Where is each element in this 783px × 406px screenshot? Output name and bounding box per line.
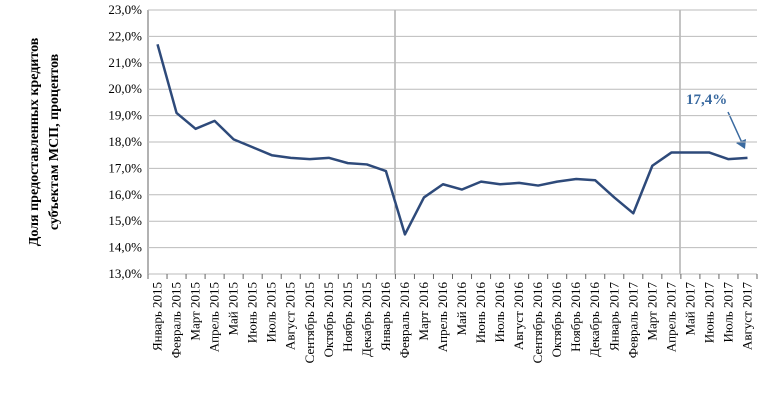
y-tick-label: 23,0% <box>108 2 142 17</box>
x-tick-label: Июль 2017 <box>720 282 735 343</box>
x-tick-label: Апрель 2016 <box>435 282 450 353</box>
x-tick-label: Сентябрь 2016 <box>530 282 545 364</box>
y-tick-label: 21,0% <box>108 55 142 70</box>
y-tick-label: 20,0% <box>108 81 142 96</box>
y-tick-label: 17,0% <box>108 160 142 175</box>
y-tick-label: 16,0% <box>108 187 142 202</box>
x-tick-label: Июль 2015 <box>264 282 279 342</box>
data-line <box>156 43 748 236</box>
x-tick-label: Март 2017 <box>644 282 659 341</box>
x-tick-label: Ноябрь 2016 <box>568 282 583 352</box>
x-tick-label: Апрель 2017 <box>663 282 678 353</box>
x-tick-label: Май 2015 <box>226 282 241 336</box>
x-tick-label: Январь 2015 <box>150 282 165 351</box>
y-tick-label: 18,0% <box>108 134 142 149</box>
x-tick-label: Март 2016 <box>416 282 431 341</box>
x-tick-label: Февраль 2015 <box>169 282 184 358</box>
x-tick-label: Июнь 2016 <box>473 282 488 344</box>
x-tick-label: Ноябрь 2015 <box>340 282 355 352</box>
x-tick-label: Июнь 2017 <box>701 282 716 344</box>
x-tick-label: Январь 2016 <box>378 282 393 352</box>
x-tick-label: Август 2015 <box>283 282 298 350</box>
x-tick-label: Август 2016 <box>511 282 526 351</box>
x-tick-label: Апрель 2015 <box>207 282 222 352</box>
x-tick-label: Июнь 2015 <box>245 282 260 343</box>
x-tick-label: Октябрь 2016 <box>549 282 564 358</box>
x-tick-label: Май 2016 <box>454 282 469 336</box>
x-tick-label: Декабрь 2015 <box>359 282 374 357</box>
y-axis-label: субъектам МСП, процентов <box>47 53 62 230</box>
x-tick-label: Август 2017 <box>739 282 754 351</box>
x-tick-label: Май 2017 <box>682 282 697 336</box>
x-tick-label: Март 2015 <box>188 282 203 341</box>
x-tick-label: Июль 2016 <box>492 282 507 343</box>
x-tick-label: Февраль 2017 <box>625 282 640 359</box>
y-tick-label: 13,0% <box>108 266 142 281</box>
y-tick-label: 15,0% <box>108 213 142 228</box>
annotation-arrow <box>727 111 744 146</box>
y-tick-label: 14,0% <box>108 240 142 255</box>
annotation: 17,4% <box>686 92 727 108</box>
x-tick-label: Февраль 2016 <box>397 282 412 359</box>
x-tick-label: Октябрь 2015 <box>321 282 336 357</box>
x-tick-label: Январь 2017 <box>606 282 621 352</box>
y-axis-label: Доля предоставленных кредитов <box>27 37 42 246</box>
x-tick-label: Декабрь 2016 <box>587 282 602 357</box>
y-tick-label: 22,0% <box>108 28 142 43</box>
y-tick-label: 19,0% <box>108 108 142 123</box>
x-tick-label: Сентябрь 2015 <box>302 282 317 363</box>
